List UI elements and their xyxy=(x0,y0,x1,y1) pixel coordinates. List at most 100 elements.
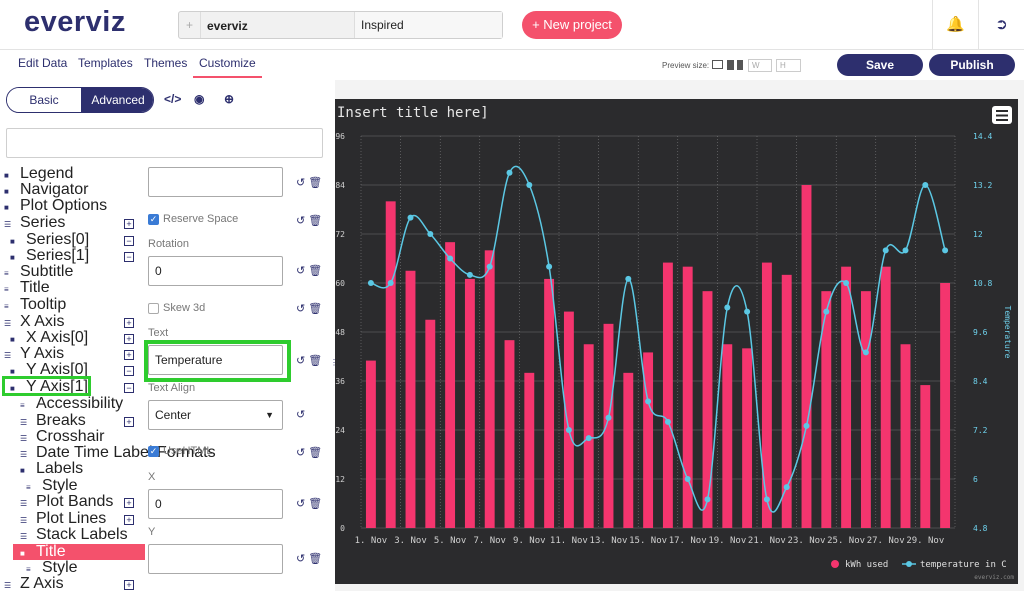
collapse-icon[interactable]: − xyxy=(124,366,134,376)
usehtml-checkbox[interactable]: ✓ xyxy=(148,446,159,457)
publish-button[interactable]: Publish xyxy=(929,54,1015,76)
laptop-icon[interactable] xyxy=(712,60,723,69)
list-icon: ☰ xyxy=(20,434,28,443)
reset-delete-icons[interactable]: ↺ 🗑 xyxy=(296,447,323,459)
new-project-button[interactable]: + New project xyxy=(522,11,622,39)
theme-name[interactable]: Inspired xyxy=(354,12,502,38)
tree-item-subtitle[interactable]: ≡ Subtitle xyxy=(4,263,74,280)
tree-item-navigator[interactable]: ■ Navigator xyxy=(4,182,88,198)
collapse-icon[interactable]: − xyxy=(124,252,134,262)
tree-item-y-axis[interactable]: ☰ Y Axis xyxy=(4,346,64,362)
tree-item-title-selected[interactable]: ■ Title xyxy=(20,544,66,560)
tree-item-date-time-label-formats[interactable]: ☰ Date Time Label Formats xyxy=(20,445,216,461)
height-input[interactable]: H xyxy=(776,59,801,72)
x-tick-label: 29. Nov xyxy=(906,536,944,546)
text-input[interactable]: Temperature xyxy=(148,345,283,375)
reset-delete-icons[interactable]: ↺ 🗑 xyxy=(296,303,323,315)
bar-kwh xyxy=(623,372,634,528)
reserve-space-checkbox[interactable]: ✓ xyxy=(148,214,159,225)
tree-item-x-axis[interactable]: ☰ X Axis xyxy=(4,314,64,330)
tab-templates[interactable]: Templates xyxy=(78,56,133,70)
reset-icon[interactable]: ↺ xyxy=(296,409,306,421)
tab-customize[interactable]: Customize xyxy=(193,56,262,78)
reset-delete-icons[interactable]: ↺ 🗑 xyxy=(296,553,323,565)
search-input[interactable] xyxy=(6,128,323,158)
expand-icon[interactable]: + xyxy=(124,515,134,525)
drag-handle-icon[interactable]: ⋮ xyxy=(330,358,338,367)
tree-item-series-1[interactable]: ■ Series[1] xyxy=(10,248,89,264)
tree-item-stack-labels[interactable]: ☰ Stack Labels xyxy=(20,527,128,543)
tree-item-legend[interactable]: ■ Legend xyxy=(4,166,73,182)
legend-label-temp: temperature in C xyxy=(920,560,1007,570)
rotation-input[interactable]: 0 xyxy=(148,256,283,286)
point-temperature xyxy=(843,280,850,286)
tree-item-y-axis-1[interactable]: ■ Y Axis[1] xyxy=(10,379,88,395)
reset-delete-icons[interactable]: ↺ 🗑 xyxy=(296,177,323,189)
tablet-icon[interactable] xyxy=(727,60,734,70)
project-name[interactable]: everviz xyxy=(207,19,248,33)
tree-item-crosshair[interactable]: ☰ Crosshair xyxy=(20,429,104,445)
logout-icon[interactable]: ➲ xyxy=(978,0,1024,50)
bar-kwh xyxy=(464,278,475,528)
tree-item-series-0[interactable]: ■ Series[0] xyxy=(10,232,89,248)
y-left-tick-label: 12 xyxy=(335,475,345,484)
tree-item-plot-lines[interactable]: ☰ Plot Lines xyxy=(20,511,106,527)
basic-mode-button[interactable]: Basic xyxy=(7,88,81,112)
expand-icon[interactable]: + xyxy=(124,334,134,344)
skew-3d-checkbox[interactable] xyxy=(148,303,159,314)
save-button[interactable]: Save xyxy=(837,54,923,76)
expand-icon[interactable]: + xyxy=(124,498,134,508)
expand-icon[interactable]: + xyxy=(124,417,134,427)
collapse-icon[interactable]: − xyxy=(124,383,134,393)
eye-icon[interactable]: ◉ xyxy=(194,92,205,106)
highlight-box-y-axis-1 xyxy=(2,376,91,396)
tree-item-label: Labels xyxy=(36,460,84,477)
point-temperature xyxy=(902,247,909,254)
x-input[interactable]: 0 xyxy=(148,489,283,519)
tree-item-title-style[interactable]: ≡ Style xyxy=(26,560,78,576)
reset-delete-icons[interactable]: ↺ 🗑 xyxy=(296,498,323,510)
advanced-mode-button[interactable]: Advanced xyxy=(81,88,153,112)
expand-icon[interactable]: + xyxy=(124,580,134,590)
tab-themes[interactable]: Themes xyxy=(144,56,188,70)
tree-item-title[interactable]: ≡ Title xyxy=(4,280,50,296)
tree-item-plot-options[interactable]: ■ Plot Options xyxy=(4,198,107,214)
reset-delete-icons[interactable]: ↺ 🗑 xyxy=(296,265,323,277)
tree-item-breaks[interactable]: ☰ Breaks xyxy=(20,413,86,429)
tree-item-series[interactable]: ☰ Series xyxy=(4,215,65,231)
mode-toggle[interactable]: Basic Advanced xyxy=(6,87,154,113)
property-input-top[interactable] xyxy=(148,167,283,197)
phone-icon[interactable] xyxy=(737,60,743,70)
tree-item-label: Accessibility xyxy=(36,395,124,412)
tree-item-labels-style[interactable]: ≡ Style xyxy=(26,478,78,494)
tree-item-accessibility[interactable]: ≡ Accessibility xyxy=(20,395,124,412)
credits: everviz.com xyxy=(974,574,1014,581)
expand-icon[interactable]: + xyxy=(124,318,134,328)
tree-item-x-axis-0[interactable]: ■ X Axis[0] xyxy=(10,330,88,346)
y-left-tick-label: 84 xyxy=(335,181,345,190)
tree-item-plot-bands[interactable]: ☰ Plot Bands xyxy=(20,494,113,510)
reset-delete-icons[interactable]: ↺ 🗑 xyxy=(296,215,323,227)
tab-edit-data[interactable]: Edit Data xyxy=(18,56,68,70)
list-icon: ☰ xyxy=(4,220,12,229)
reset-delete-icons[interactable]: ↺ 🗑 xyxy=(296,355,323,367)
x-tick-label: 9. Nov xyxy=(513,536,546,546)
crosshair-icon[interactable]: ⊕ xyxy=(224,92,235,106)
tree-item-labels[interactable]: ■ Labels xyxy=(20,460,84,477)
tree-item-y-axis-0[interactable]: ■ Y Axis[0] xyxy=(10,362,88,378)
add-icon[interactable]: + xyxy=(179,12,201,38)
expand-icon[interactable]: + xyxy=(124,219,134,229)
sliders-icon: ≡ xyxy=(4,302,9,311)
text-align-select[interactable]: Center ▼ xyxy=(148,400,283,430)
collapse-icon[interactable]: − xyxy=(124,236,134,246)
tree-item-tooltip[interactable]: ≡ Tooltip xyxy=(4,297,66,313)
y-input[interactable] xyxy=(148,544,283,574)
highlight-box-text-input xyxy=(144,340,291,382)
project-selector[interactable]: + everviz Inspired xyxy=(178,11,503,39)
code-icon[interactable]: </> xyxy=(164,92,182,106)
tree-item-label: Subtitle xyxy=(20,263,74,280)
expand-icon[interactable]: + xyxy=(124,350,134,360)
tree-item-z-axis[interactable]: ☰ Z Axis xyxy=(4,576,64,592)
width-input[interactable]: W xyxy=(748,59,772,72)
bell-icon[interactable]: 🔔 xyxy=(932,0,978,50)
